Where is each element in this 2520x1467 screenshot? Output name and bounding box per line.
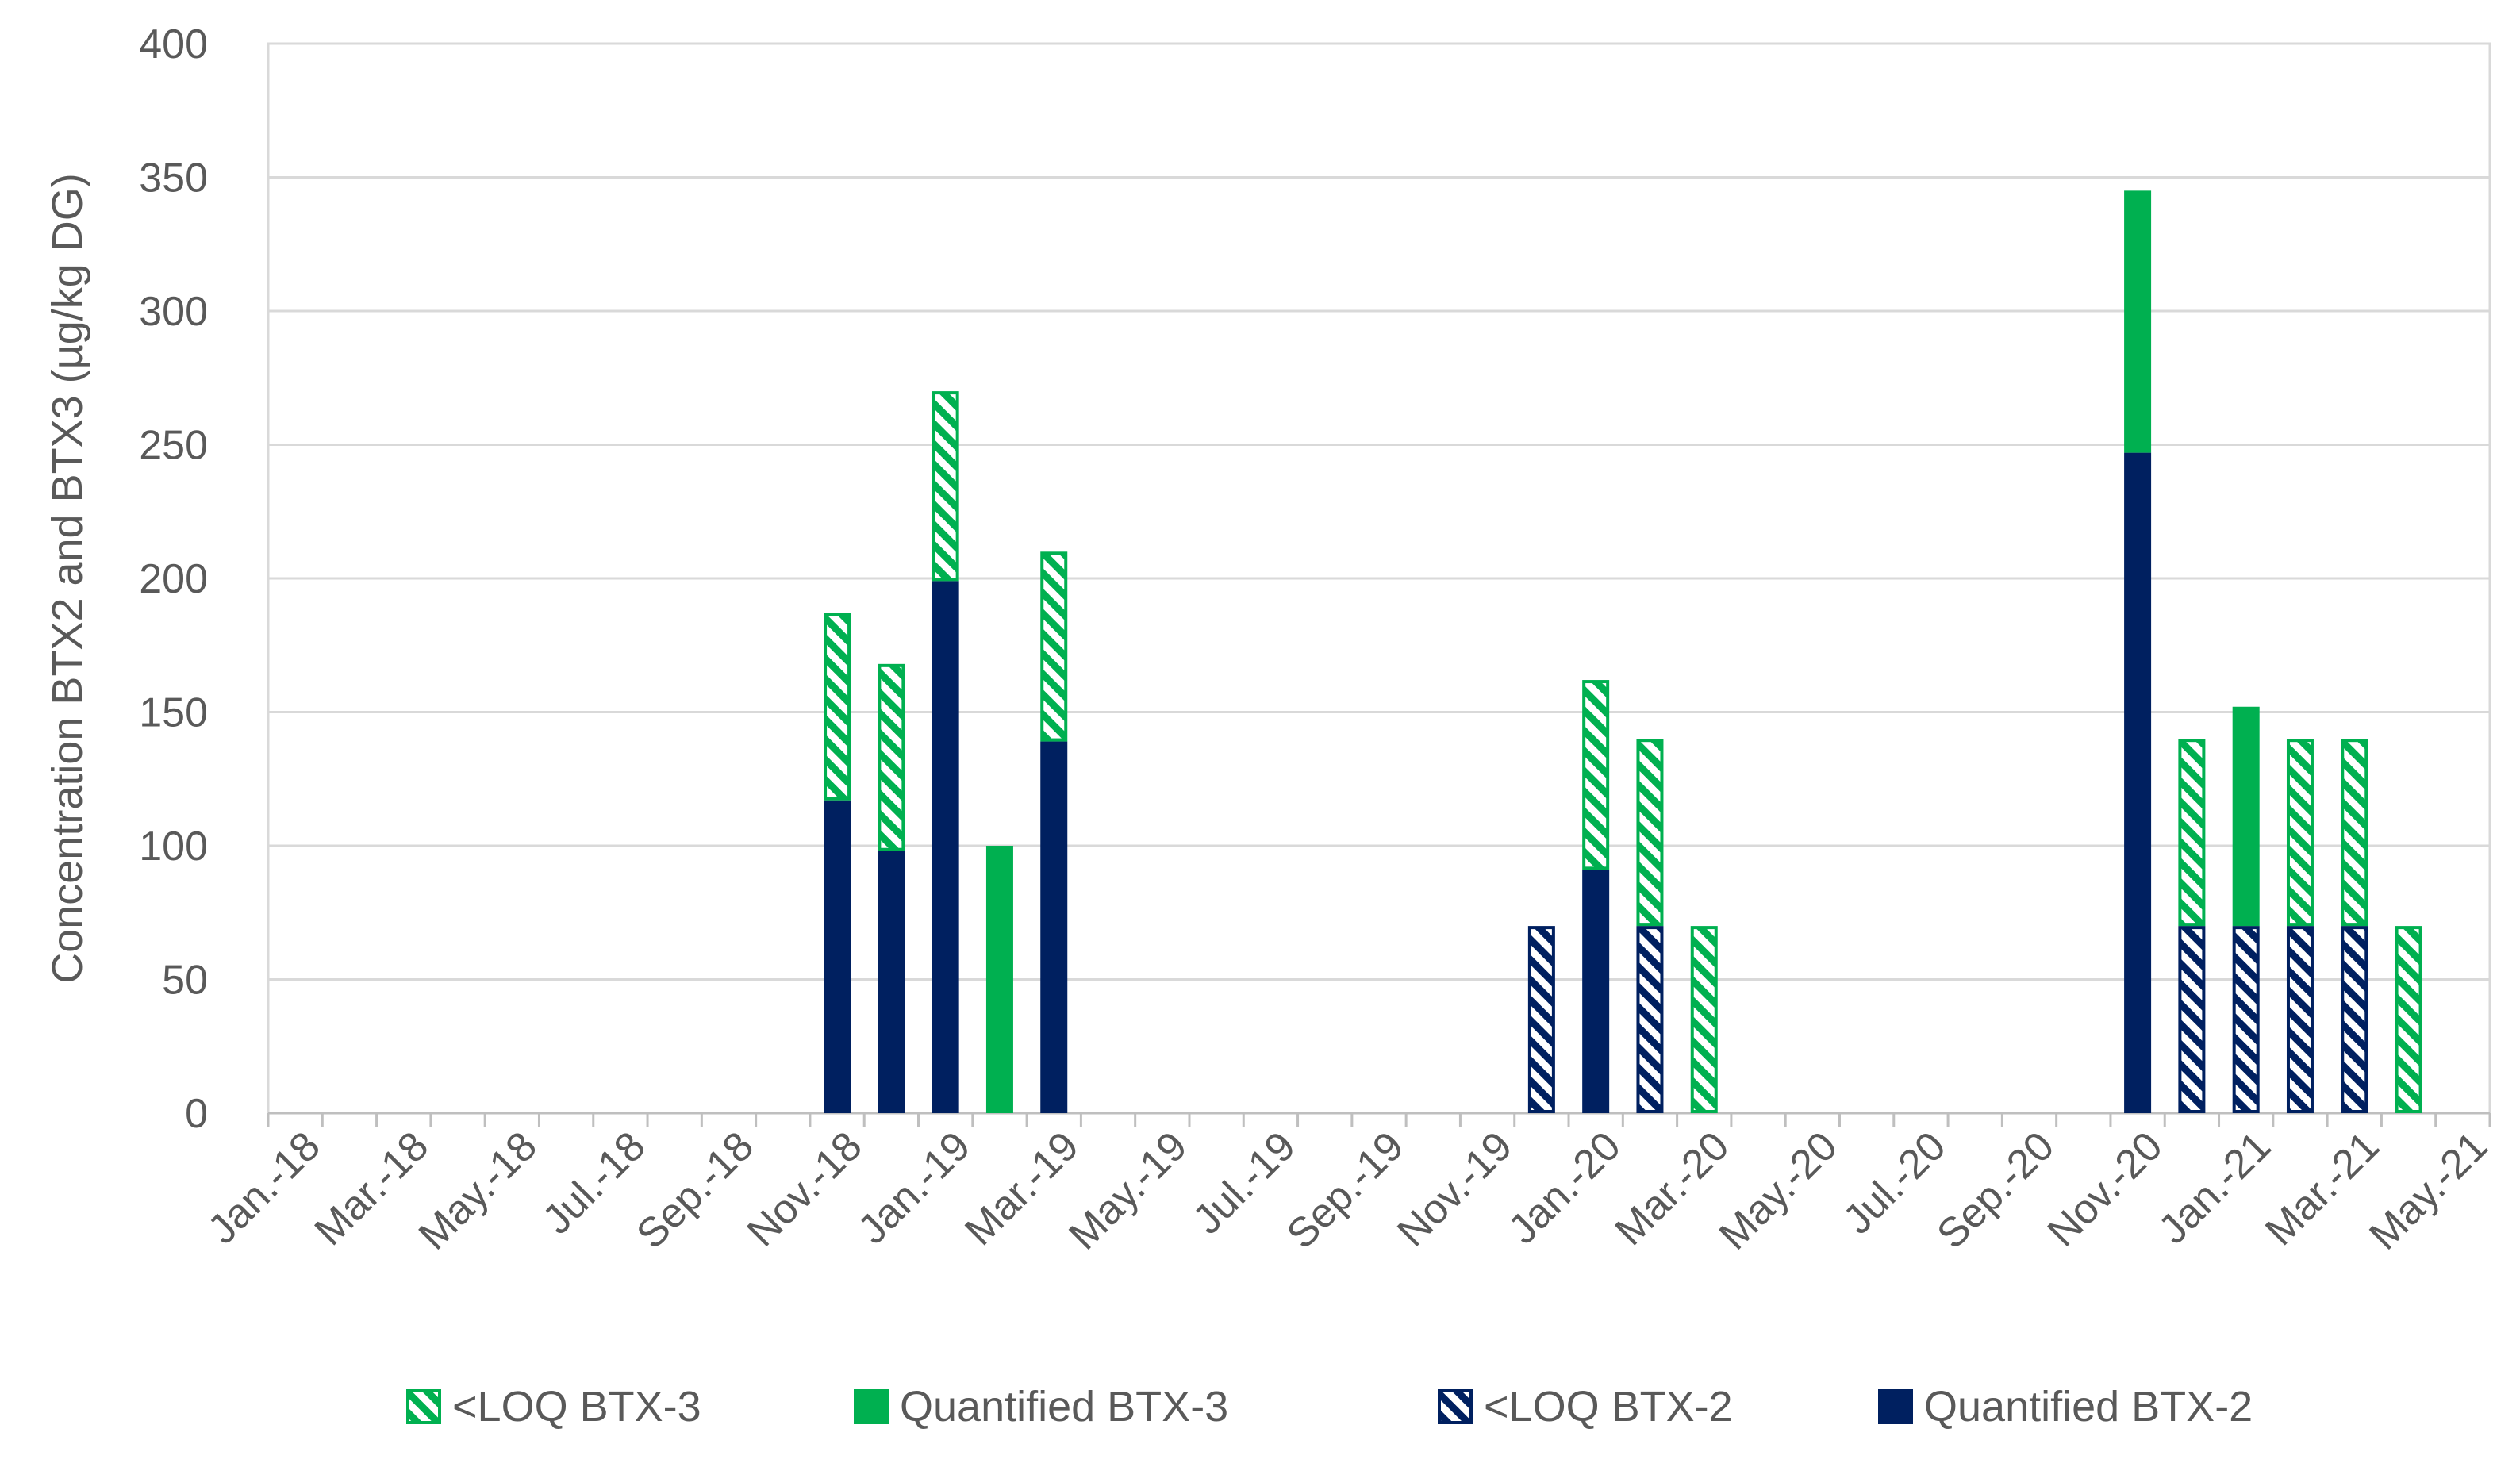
bar-segment-loq-btx3 <box>2341 739 2368 927</box>
bar-segment-loq-btx2 <box>2286 926 2314 1113</box>
bar-segment-loq-btx3 <box>1582 680 1610 870</box>
bar-segment-q-btx3 <box>985 846 1013 1113</box>
gridlines <box>268 42 2490 981</box>
y-tick-label: 100 <box>139 824 208 870</box>
bar-segment-loq-btx2 <box>1527 926 1555 1113</box>
legend: <LOQ BTX-3 Quantified BTX-3 <LOQ BTX-2 Quan… <box>406 1383 2253 1431</box>
legend-label: <LOQ BTX-2 <box>1484 1383 1733 1431</box>
bar-segment-loq-btx3 <box>932 391 959 582</box>
y-tick-label: 200 <box>139 556 208 602</box>
bar-segment-loq-btx2 <box>1636 926 1664 1113</box>
legend-label: <LOQ BTX-3 <box>452 1383 701 1431</box>
bar-segment-q-btx2 <box>1040 741 1068 1113</box>
y-tick-label: 350 <box>139 156 208 202</box>
y-tick-label: 150 <box>139 690 208 736</box>
bar-segment-loq-btx2 <box>2232 926 2260 1113</box>
y-tick-label: 400 <box>139 21 208 67</box>
bar-segment-loq-btx2 <box>2341 926 2368 1113</box>
legend-label: Quantified BTX-2 <box>1924 1383 2253 1431</box>
y-axis-ticks: 0 50 100 150 200 250 300 350 400 <box>139 21 208 1137</box>
bar-segment-loq-btx3 <box>878 663 905 851</box>
bar-segment-q-btx2 <box>1582 870 1610 1113</box>
bar-segment-q-btx2 <box>878 851 905 1113</box>
y-axis-title: Concentration BTX2 and BTX3 (µg/kg DG) <box>44 173 91 984</box>
bar-segment-loq-btx3 <box>824 613 851 801</box>
legend-swatch-q-btx2 <box>1878 1389 1913 1424</box>
legend-swatch-loq-btx3 <box>406 1389 441 1424</box>
x-axis <box>267 1112 2491 1127</box>
bar-segment-q-btx2 <box>932 581 959 1113</box>
bar-segment-loq-btx3 <box>1636 739 1664 927</box>
bar-segment-q-btx2 <box>824 800 851 1113</box>
bar-segment-loq-btx2 <box>2178 926 2206 1113</box>
legend-swatch-q-btx3 <box>854 1389 889 1424</box>
bar-segment-q-btx2 <box>2124 452 2152 1113</box>
y-tick-label: 0 <box>185 1091 208 1137</box>
bar-segment-loq-btx3 <box>2395 926 2422 1113</box>
legend-swatch-loq-btx2 <box>1438 1389 1473 1424</box>
y-tick-label: 250 <box>139 423 208 469</box>
bar-segment-q-btx3 <box>2232 706 2260 927</box>
bar-segment-loq-btx3 <box>2286 739 2314 927</box>
bar-segment-loq-btx3 <box>2178 739 2206 927</box>
legend-label: Quantified BTX-3 <box>900 1383 1228 1431</box>
bar-segment-loq-btx3 <box>1690 926 1718 1113</box>
y-tick-label: 50 <box>162 958 208 1004</box>
bar-series <box>824 190 2422 1113</box>
y-tick-label: 300 <box>139 289 208 335</box>
bar-segment-q-btx3 <box>2124 190 2152 453</box>
bar-segment-loq-btx3 <box>1040 551 1068 742</box>
